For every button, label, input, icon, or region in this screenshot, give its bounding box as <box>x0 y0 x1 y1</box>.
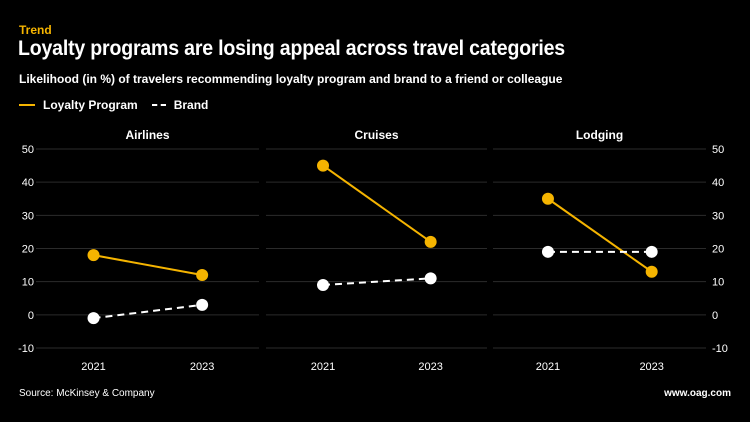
brand-data-point <box>317 278 330 291</box>
brand-data-point <box>87 312 100 325</box>
x-tick-label: 2021 <box>311 361 335 373</box>
legend-item-loyalty: Loyalty Program <box>19 98 138 112</box>
y-tick-label-left: 50 <box>22 144 34 156</box>
legend-item-brand: Brand <box>151 98 209 112</box>
loyalty-data-point <box>87 249 100 262</box>
legend-swatch-brand <box>151 104 166 106</box>
brand-series-line <box>93 303 203 320</box>
legend-swatch-loyalty <box>19 104 35 106</box>
y-tick-label-left: 20 <box>22 244 34 256</box>
y-tick-label-right: -10 <box>712 343 728 355</box>
y-tick-label-right: 40 <box>712 177 724 189</box>
x-tick-label: 2023 <box>639 361 663 373</box>
y-tick-label-left: 10 <box>22 277 34 289</box>
brand-data-point <box>424 272 437 285</box>
loyalty-data-point <box>541 192 554 205</box>
y-tick-label-right: 10 <box>712 277 724 289</box>
x-tick-label: 2021 <box>81 361 105 373</box>
loyalty-data-point <box>196 269 209 282</box>
loyalty-series-line <box>322 164 432 243</box>
y-tick-label-right: 20 <box>712 244 724 256</box>
loyalty-data-point <box>424 235 437 248</box>
y-tick-label-left: 30 <box>22 210 34 222</box>
y-tick-label-right: 30 <box>712 210 724 222</box>
eyebrow-label: Trend <box>19 23 52 37</box>
x-tick-label: 2023 <box>190 361 214 373</box>
legend-label-brand: Brand <box>173 98 209 112</box>
brand-data-point <box>645 245 658 258</box>
panel-title: Airlines <box>125 128 169 142</box>
brand-series-line <box>322 277 431 286</box>
brand-url: www.oag.com <box>664 388 731 399</box>
x-tick-label: 2021 <box>536 361 560 373</box>
legend-label-loyalty: Loyalty Program <box>43 98 138 112</box>
source-note: Source: McKinsey & Company <box>19 388 155 399</box>
legend: Loyalty Program Brand <box>19 97 222 113</box>
y-tick-label-left: -10 <box>18 343 34 355</box>
loyalty-series-line <box>547 197 653 273</box>
panel-title: Cruises <box>354 128 398 142</box>
loyalty-data-point <box>317 159 330 172</box>
y-tick-label-left: 0 <box>28 310 34 322</box>
y-tick-label-right: 50 <box>712 144 724 156</box>
x-tick-label: 2023 <box>418 361 442 373</box>
y-tick-label-left: 40 <box>22 177 34 189</box>
y-tick-label-right: 0 <box>712 310 718 322</box>
loyalty-series-line <box>93 254 203 277</box>
brand-data-point <box>196 298 209 311</box>
brand-data-point <box>541 245 554 258</box>
chart-subtitle: Likelihood (in %) of travelers recommend… <box>19 72 563 86</box>
chart-title: Loyalty programs are losing appeal acros… <box>18 37 565 60</box>
loyalty-data-point <box>645 265 658 278</box>
panel-title: Lodging <box>576 128 623 142</box>
